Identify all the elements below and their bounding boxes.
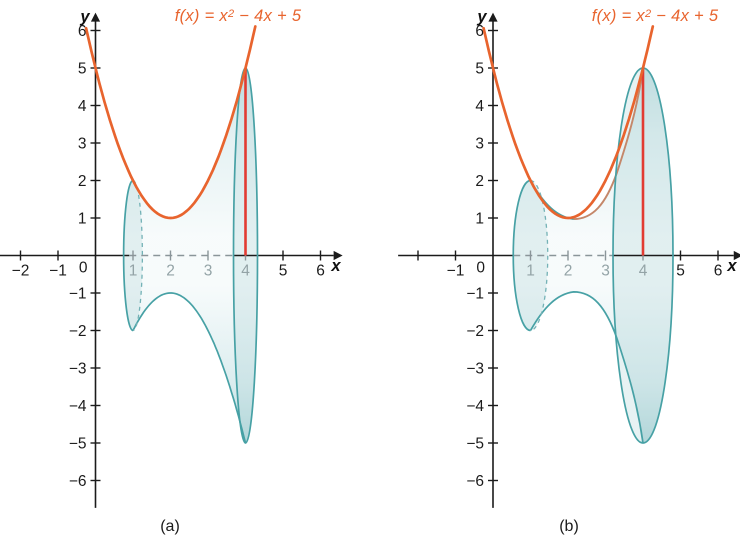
x-tick-label: 6 <box>316 263 325 280</box>
x-tick-label: −1 <box>447 263 465 280</box>
x-tick-label: −2 <box>12 263 30 280</box>
y-tick-label: −6 <box>69 473 87 490</box>
lower-envelope-curve <box>529 291 644 444</box>
x-axis-arrow <box>733 250 740 261</box>
y-tick-label: −6 <box>466 473 484 490</box>
function-label-b: f(x) = x2 − 4x + 5 <box>550 7 740 26</box>
x-tick-label: 1 <box>526 263 535 280</box>
x-axis-letter-b: x <box>726 257 737 275</box>
plot-b: −1 0 1 2 3 4 5 6 6 5 4 3 2 1 −1 −2 −3 −4 −5 −6 <box>398 12 740 508</box>
y-tick-label: −5 <box>466 436 484 453</box>
plot-a: −2 −1 0 1 2 3 4 5 6 6 5 4 3 2 1 −1 −2 −3 −4 −5 −6 <box>0 12 343 508</box>
left-cap-front-edge <box>122 179 134 332</box>
x-axis-letter-a: x <box>330 257 341 275</box>
x-tick-label: 0 <box>476 260 485 277</box>
x-tick-label: 2 <box>564 263 573 280</box>
fn-suffix: − 4x + 5 <box>651 7 719 25</box>
fn-prefix: f(x) = x <box>174 7 228 25</box>
solid-region <box>513 68 673 443</box>
y-tick-label: 4 <box>78 98 87 115</box>
fn-exponent: 2 <box>644 8 652 20</box>
x-tick-label: 2 <box>166 263 175 280</box>
y-tick-label: −1 <box>466 286 484 303</box>
caption-a: (a) <box>160 518 180 535</box>
caption-b: (b) <box>559 518 579 535</box>
y-tick-label: 1 <box>475 211 484 228</box>
y-tick-label: 6 <box>475 23 484 40</box>
x-tick-label: 3 <box>204 263 213 280</box>
y-axis-arrow <box>90 12 101 22</box>
y-tick-label: 2 <box>78 173 87 190</box>
x-tick-label: 3 <box>601 263 610 280</box>
function-curve <box>84 25 257 220</box>
y-tick-label: 4 <box>475 98 484 115</box>
y-tick-label: −1 <box>69 286 87 303</box>
y-tick-label: −3 <box>466 361 484 378</box>
y-tick-label: −2 <box>466 323 484 340</box>
x-tick-label: 4 <box>241 263 250 280</box>
fn-exponent: 2 <box>227 8 235 20</box>
function-label-a: f(x) = x2 − 4x + 5 <box>133 7 343 26</box>
y-tick-label: −3 <box>69 361 87 378</box>
upper-envelope-seam-curve <box>573 67 644 221</box>
x-tick-label: −1 <box>49 263 67 280</box>
y-tick-label: 1 <box>78 211 87 228</box>
y-tick-label: −4 <box>466 398 484 415</box>
y-axis-letter-a: y <box>79 8 90 26</box>
y-tick-label: −4 <box>69 398 87 415</box>
y-tick-label: 5 <box>78 61 87 78</box>
x-tick-label: 5 <box>279 263 288 280</box>
y-tick-label: 5 <box>475 61 484 78</box>
fn-prefix: f(x) = x <box>591 7 645 25</box>
function-curve <box>482 25 655 220</box>
x-tick-label: 6 <box>714 263 723 280</box>
y-tick-label: −2 <box>69 323 87 340</box>
y-tick-label: 3 <box>78 136 87 153</box>
y-tick-label: 2 <box>475 173 484 190</box>
fn-suffix: − 4x + 5 <box>234 7 302 25</box>
y-axis-arrow <box>488 12 498 22</box>
y-axis-letter-b: y <box>476 8 487 26</box>
lower-envelope-curve <box>132 292 247 444</box>
y-tick-label: −5 <box>69 436 87 453</box>
x-tick-label: 5 <box>676 263 685 280</box>
x-tick-label: 1 <box>129 263 138 280</box>
left-cap-front-edge <box>512 179 531 332</box>
left-cap-back-edge-dashed <box>530 179 549 332</box>
x-tick-label: 4 <box>639 263 648 280</box>
x-axis-arrow <box>333 250 343 261</box>
x-tick-label: 0 <box>79 260 88 277</box>
y-tick-label: 6 <box>78 23 87 40</box>
y-tick-label: 3 <box>475 136 484 153</box>
